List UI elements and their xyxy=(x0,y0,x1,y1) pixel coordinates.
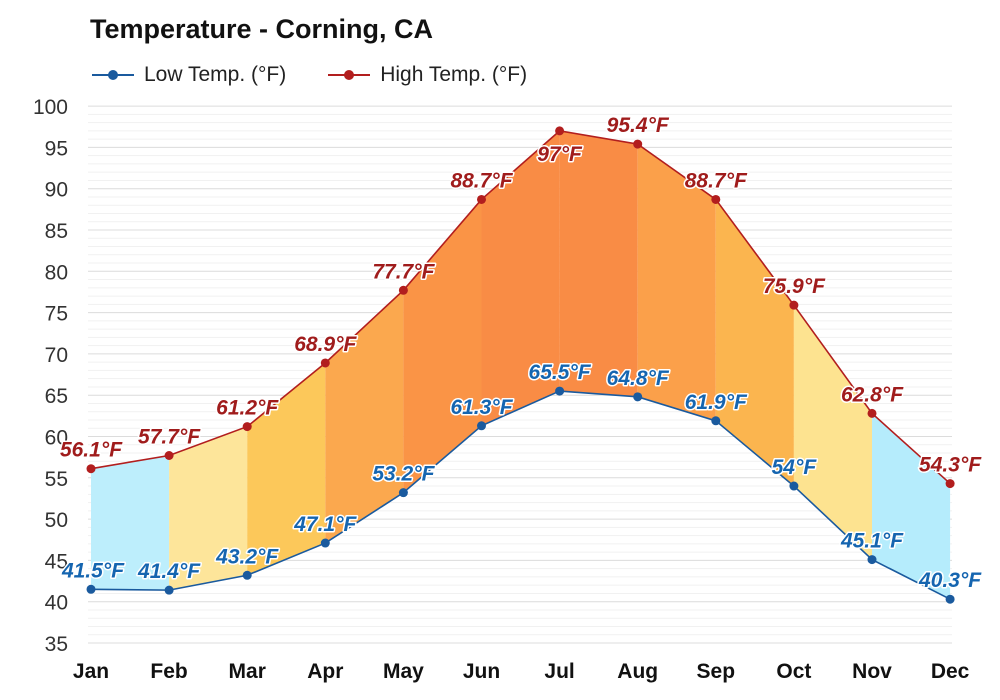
data-point-low xyxy=(242,570,252,580)
data-label-high: 54.3°F xyxy=(919,454,982,477)
data-label-high: 61.2°F xyxy=(216,397,279,420)
y-tick-label: 80 xyxy=(45,261,68,284)
data-label-low: 41.4°F xyxy=(137,560,201,583)
legend-label-low: Low Temp. (°F) xyxy=(144,63,287,86)
legend: Low Temp. (°F) High Temp. (°F) xyxy=(92,60,569,90)
x-tick-label: May xyxy=(383,660,424,683)
data-point-low xyxy=(86,584,96,594)
data-label-high: 88.7°F xyxy=(685,169,748,192)
data-point-low xyxy=(867,555,877,565)
data-label-high: 62.8°F xyxy=(841,383,904,406)
chart-title: Temperature - Corning, CA xyxy=(90,14,434,44)
x-tick-label: Apr xyxy=(307,660,343,683)
area-band xyxy=(637,144,716,421)
data-point-high xyxy=(711,194,721,204)
data-label-low: 45.1°F xyxy=(840,530,904,553)
data-label-low: 40.3°F xyxy=(918,569,982,592)
data-point-low xyxy=(477,421,486,431)
y-tick-label: 85 xyxy=(45,220,68,243)
series-line-high xyxy=(90,130,951,485)
area-band xyxy=(872,413,951,600)
data-point-high xyxy=(477,194,486,204)
legend-dot-low xyxy=(108,70,118,80)
data-label-high: 56.1°F xyxy=(60,439,123,462)
x-tick-label: Sep xyxy=(697,660,736,683)
data-label-low: 65.5°F xyxy=(529,361,592,384)
data-point-low xyxy=(711,416,721,426)
area-band xyxy=(715,199,794,487)
data-point-low xyxy=(164,585,174,595)
legend-item-high[interactable]: High Temp. (°F) xyxy=(328,63,527,87)
data-label-high: 95.4°F xyxy=(607,114,670,137)
data-point-high xyxy=(945,479,955,489)
data-label-low: 43.2°F xyxy=(215,545,279,568)
data-label-high: 75.9°F xyxy=(763,275,826,298)
legend-label-high: High Temp. (°F) xyxy=(380,63,528,86)
y-tick-label: 50 xyxy=(45,509,68,532)
y-tick-label: 65 xyxy=(45,385,68,408)
x-tick-label: Feb xyxy=(150,660,187,683)
data-point-low xyxy=(633,392,643,402)
y-tick-label: 55 xyxy=(45,468,68,491)
y-tick-label: 45 xyxy=(45,550,68,573)
data-label-low: 64.8°F xyxy=(607,367,670,390)
area-band xyxy=(403,199,482,493)
data-point-low xyxy=(398,488,408,498)
data-point-high xyxy=(242,422,252,432)
data-label-low: 54°F xyxy=(772,456,818,479)
x-tick-label: Oct xyxy=(776,660,811,683)
data-point-high xyxy=(398,285,408,295)
y-tick-label: 60 xyxy=(45,427,68,450)
data-label-low: 47.1°F xyxy=(293,513,357,536)
data-point-high xyxy=(320,358,330,368)
area-band xyxy=(169,426,248,591)
x-tick-label: Nov xyxy=(852,660,892,683)
x-tick-label: Jun xyxy=(463,660,500,683)
data-label-high: 77.7°F xyxy=(372,260,435,283)
area-band xyxy=(91,455,170,591)
data-label-high: 68.9°F xyxy=(294,333,357,356)
data-point-high xyxy=(86,464,96,474)
data-label-high: 88.7°F xyxy=(450,169,513,192)
x-tick-label: Jan xyxy=(73,660,109,683)
data-label-high: 97°F xyxy=(537,143,583,166)
data-point-low xyxy=(789,481,799,491)
data-point-low xyxy=(555,386,565,396)
data-point-high xyxy=(867,408,877,418)
data-point-low xyxy=(945,594,955,604)
data-point-high xyxy=(789,300,799,310)
x-tick-label: Dec xyxy=(931,660,970,683)
y-tick-label: 90 xyxy=(45,179,68,202)
data-label-low: 41.5°F xyxy=(61,559,125,582)
data-point-high xyxy=(164,450,174,460)
data-label-high: 57.7°F xyxy=(138,425,201,448)
data-point-low xyxy=(320,538,330,548)
y-tick-label: 70 xyxy=(45,344,68,367)
data-point-high xyxy=(633,139,643,149)
y-tick-label: 95 xyxy=(45,137,68,160)
x-tick-label: Jul xyxy=(544,660,574,683)
area-band xyxy=(481,130,560,426)
legend-swatch-low xyxy=(92,67,134,83)
y-tick-label: 75 xyxy=(45,303,68,326)
data-label-low: 61.3°F xyxy=(450,396,513,419)
legend-item-low[interactable]: Low Temp. (°F) xyxy=(92,63,286,87)
area-band xyxy=(247,362,326,576)
area-band xyxy=(559,130,638,397)
y-tick-label: 100 xyxy=(33,96,68,119)
area-band xyxy=(793,305,872,560)
y-tick-label: 35 xyxy=(45,633,68,656)
series-line-low xyxy=(90,390,951,600)
x-tick-label: Aug xyxy=(617,660,658,683)
x-tick-label: Mar xyxy=(229,660,266,683)
data-point-high xyxy=(555,126,565,136)
legend-dot-high xyxy=(344,70,355,80)
area-band xyxy=(325,290,404,544)
data-label-low: 53.2°F xyxy=(372,463,435,486)
y-tick-label: 40 xyxy=(45,592,68,615)
data-label-low: 61.9°F xyxy=(685,391,748,414)
legend-swatch-high xyxy=(328,67,371,83)
